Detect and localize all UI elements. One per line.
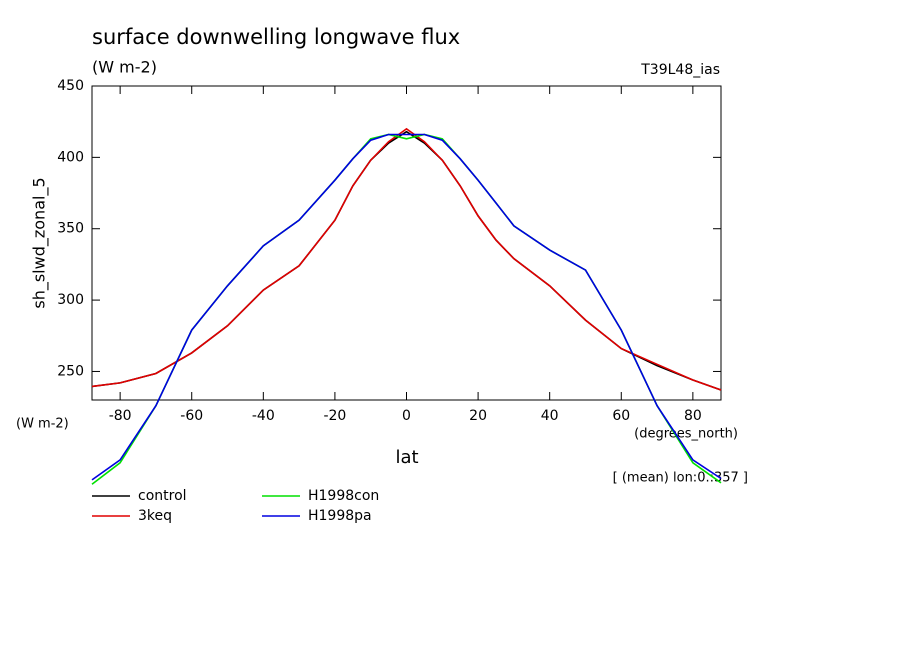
x-tick-label: 80	[684, 408, 702, 424]
data-line	[91, 127, 722, 391]
x-tick-label: -60	[180, 408, 203, 424]
data-line	[91, 133, 722, 481]
x-tick-label: 40	[541, 408, 559, 424]
x-tick-label: 0	[402, 408, 411, 424]
x-axis-label: lat	[395, 447, 418, 468]
y-tick-label: 400	[57, 149, 84, 165]
legend-label: H1998pa	[308, 508, 372, 524]
y-units: (W m-2)	[16, 417, 69, 432]
y-tick-label: 450	[57, 78, 84, 94]
y-axis-label: sh_slwd_zonal_5	[30, 177, 50, 308]
x-tick-label: 60	[612, 408, 630, 424]
data-line	[91, 133, 722, 485]
legend-label: H1998con	[308, 488, 379, 504]
subtitle: (W m-2)	[92, 58, 157, 77]
chart-title: surface downwelling longwave flux	[92, 25, 460, 49]
legend-label: 3keq	[138, 508, 172, 524]
x-units: (degrees_north)	[634, 427, 738, 442]
y-tick-label: 300	[57, 292, 84, 308]
y-tick-label: 350	[57, 221, 84, 237]
x-tick-label: 20	[469, 408, 487, 424]
x-tick-label: -80	[109, 408, 132, 424]
note: [ (mean) lon:0.:357 ]	[613, 471, 748, 486]
x-tick-label: -20	[323, 408, 346, 424]
plot-frame	[91, 85, 722, 401]
y-tick-label: 250	[57, 363, 84, 379]
x-tick-label: -40	[252, 408, 275, 424]
legend-label: control	[138, 488, 187, 504]
run-label: T39L48_ias	[640, 62, 720, 78]
